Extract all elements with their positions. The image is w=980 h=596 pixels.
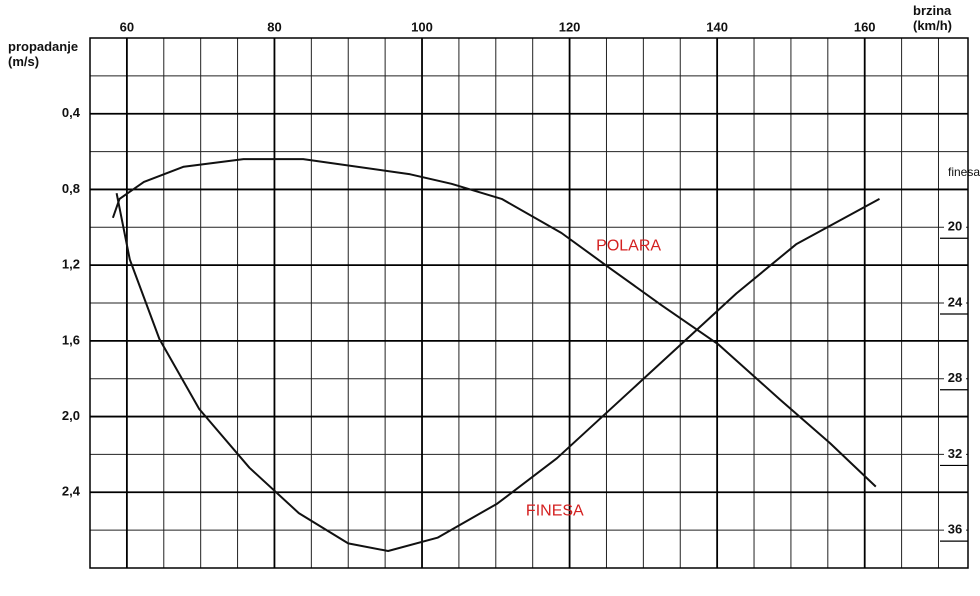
x-tick-label: 120 bbox=[559, 19, 581, 34]
y2-axis-label: finesa bbox=[948, 165, 980, 179]
annotation: POLARA bbox=[596, 237, 661, 254]
annotation: FINESA bbox=[526, 502, 584, 519]
y2-tick-bg bbox=[944, 522, 966, 539]
plot-frame bbox=[89, 37, 969, 569]
y-tick-label: 0,8 bbox=[62, 181, 80, 196]
y2-tick-label: 24 bbox=[948, 294, 963, 309]
series-line bbox=[111, 158, 877, 488]
y2-tick-bg bbox=[944, 295, 966, 311]
y-tick-label: 0,4 bbox=[62, 105, 81, 120]
y2-tick-label: 32 bbox=[948, 446, 962, 461]
y-tick-label: 2,4 bbox=[62, 484, 81, 499]
series-line bbox=[115, 193, 880, 552]
y-tick-label: 1,6 bbox=[62, 332, 80, 347]
x-tick-label: 80 bbox=[267, 19, 281, 34]
y2-tick-bg bbox=[944, 446, 966, 463]
x-axis-label: brzina (km/h) bbox=[913, 3, 952, 33]
y-tick-label: 1,2 bbox=[62, 257, 80, 272]
y2-tick-label: 20 bbox=[948, 219, 962, 234]
y2-tick-bg bbox=[944, 370, 966, 387]
x-tick-label: 160 bbox=[854, 19, 876, 34]
y2-tick-label: 36 bbox=[948, 522, 962, 537]
y2-tick-bg bbox=[944, 219, 966, 236]
y-axis-label: propadanje (m/s) bbox=[8, 39, 78, 69]
y2-tick-label: 28 bbox=[948, 370, 962, 385]
x-tick-label: 60 bbox=[120, 19, 134, 34]
x-tick-label: 100 bbox=[411, 19, 433, 34]
x-tick-label: 140 bbox=[706, 19, 728, 34]
y-tick-label: 2,0 bbox=[62, 408, 80, 423]
